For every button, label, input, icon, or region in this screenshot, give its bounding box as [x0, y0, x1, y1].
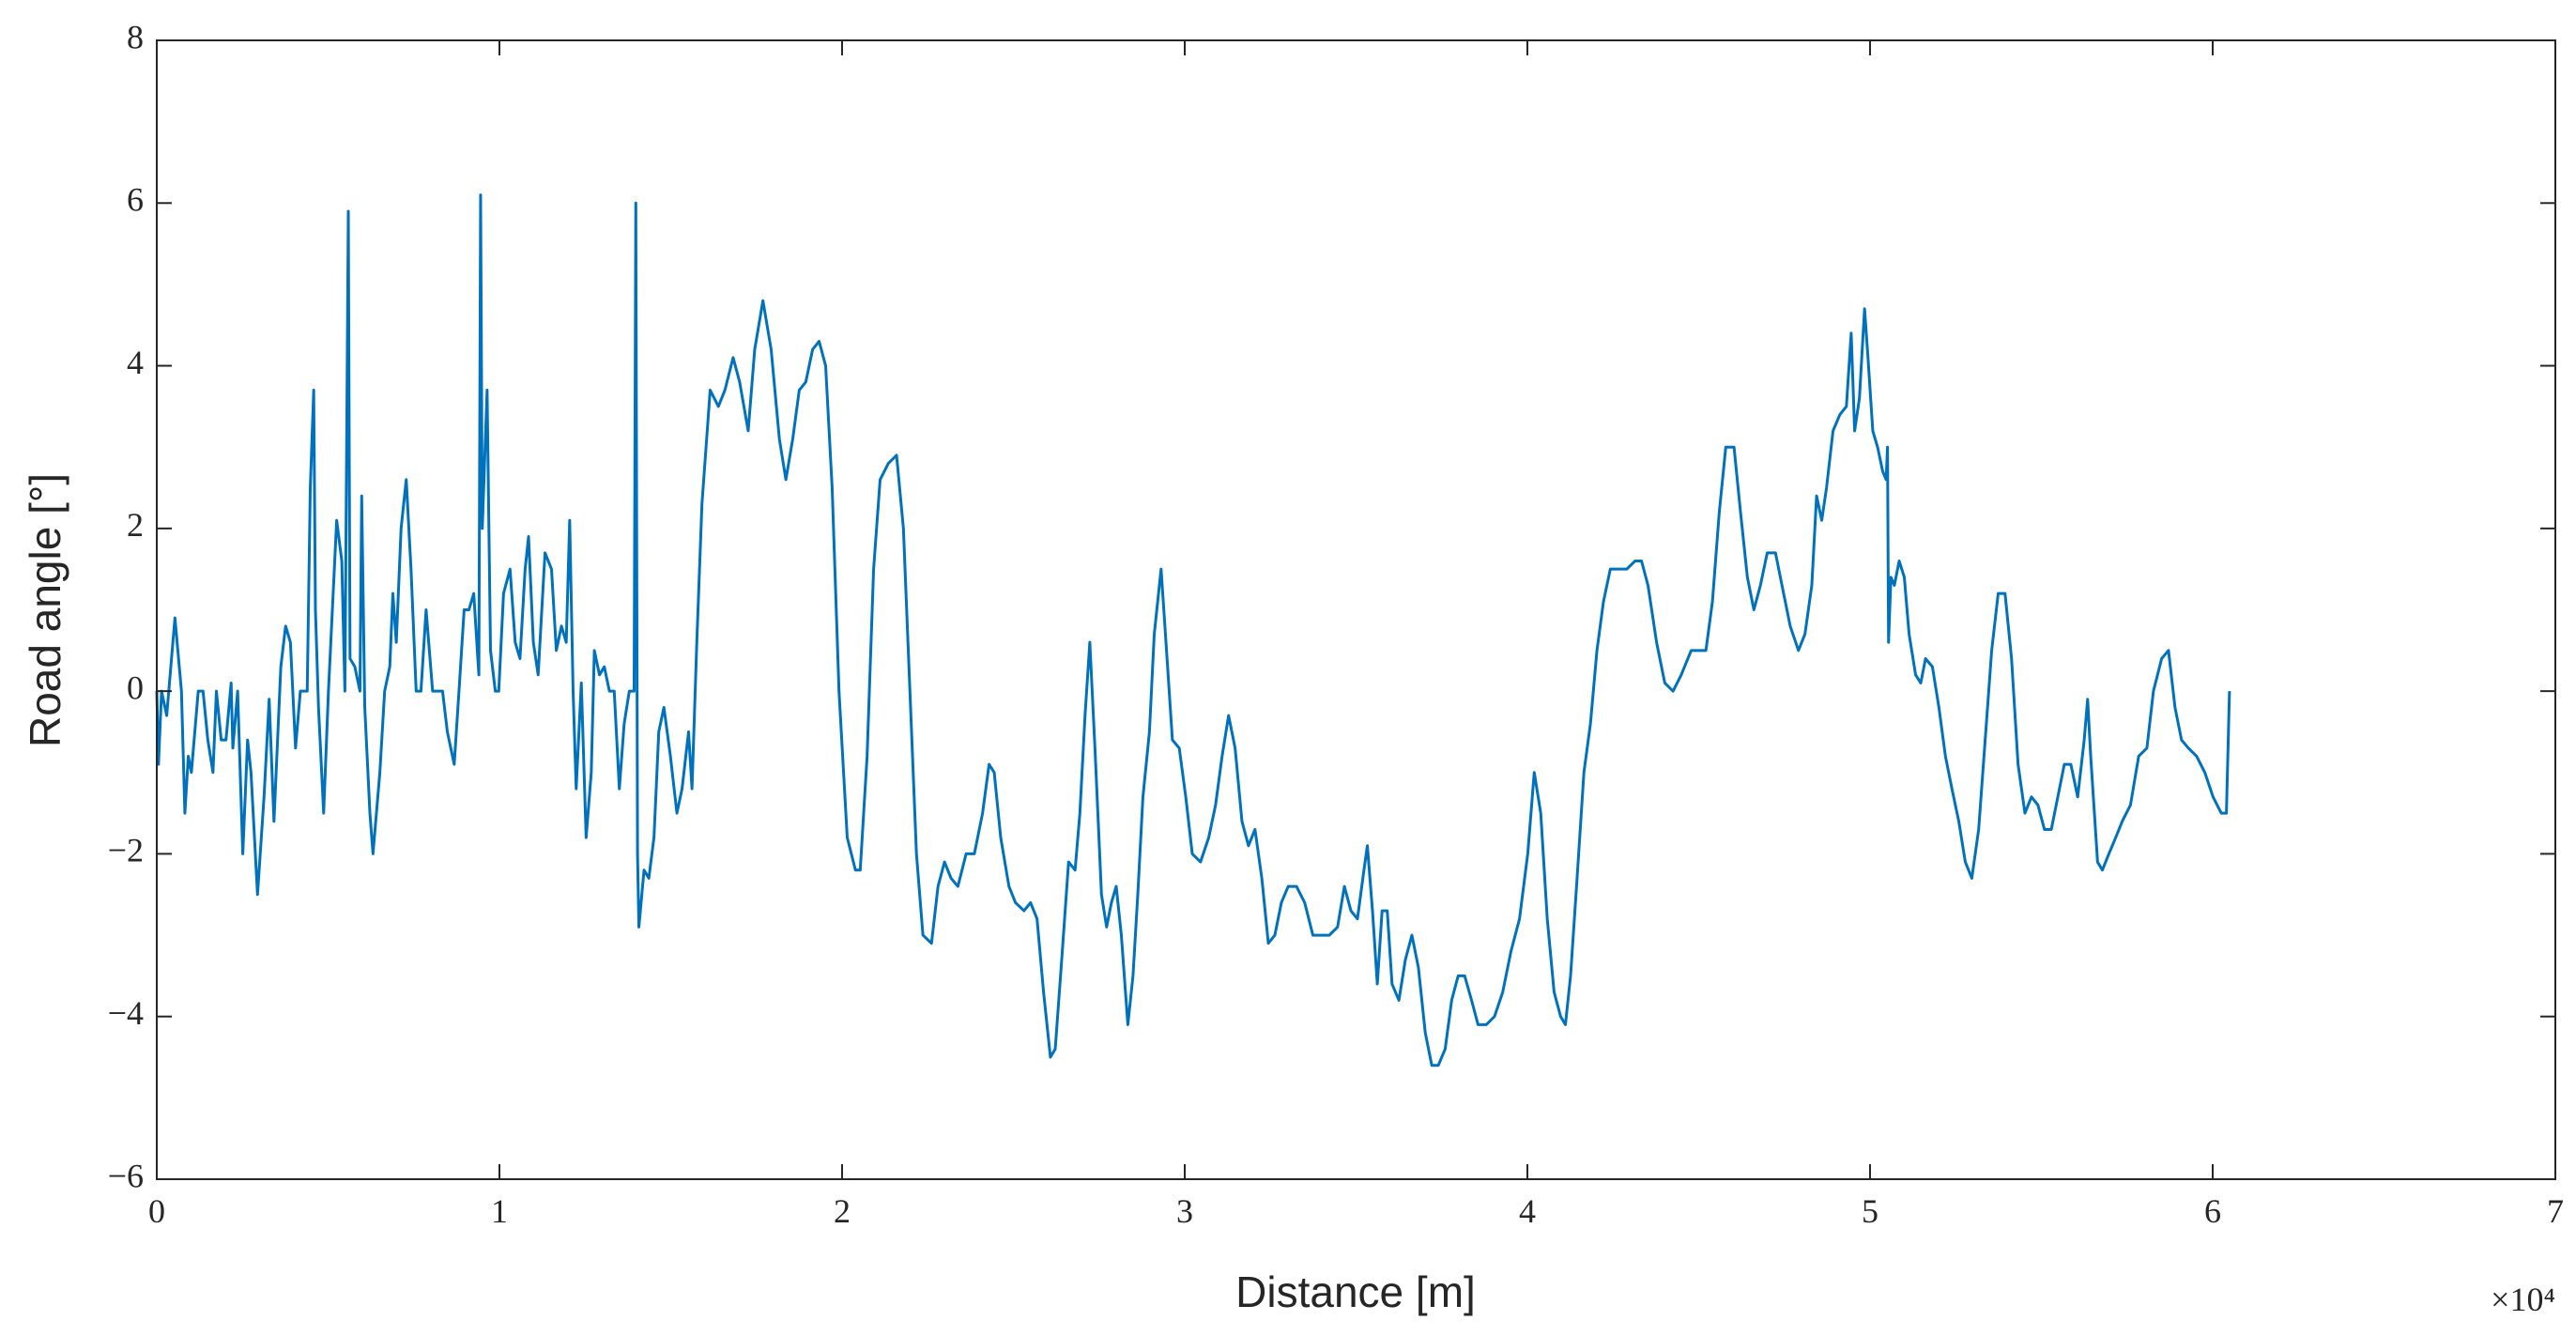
x-tick-label: 4 [1519, 1192, 1536, 1230]
y-tick-label: 8 [127, 18, 144, 55]
axes-box [156, 39, 2556, 1180]
x-tick-label: 1 [491, 1192, 508, 1230]
y-tick-label: −6 [108, 1157, 144, 1194]
y-tick-label: −4 [108, 994, 144, 1032]
x-axis-label: Distance [m] [1235, 1267, 1476, 1316]
y-tick-label: 6 [127, 181, 144, 219]
y-tick-label: 0 [127, 668, 144, 706]
x-tick-label: 7 [2547, 1192, 2564, 1230]
x-tick-label: 0 [148, 1192, 165, 1230]
x-tick-label: 2 [834, 1192, 851, 1230]
x-tick-label: 5 [1862, 1192, 1878, 1230]
x-tick-label: 6 [2204, 1192, 2221, 1230]
x-tick-label: 3 [1176, 1192, 1193, 1230]
x-exponent-label: ×10⁴ [2491, 1281, 2555, 1318]
data-line [155, 193, 2231, 1067]
y-axis-label: Road angle [°] [21, 473, 69, 747]
y-tick-label: −2 [108, 832, 144, 869]
y-tick-label: 2 [127, 506, 144, 544]
y-tick-label: 4 [127, 344, 144, 381]
